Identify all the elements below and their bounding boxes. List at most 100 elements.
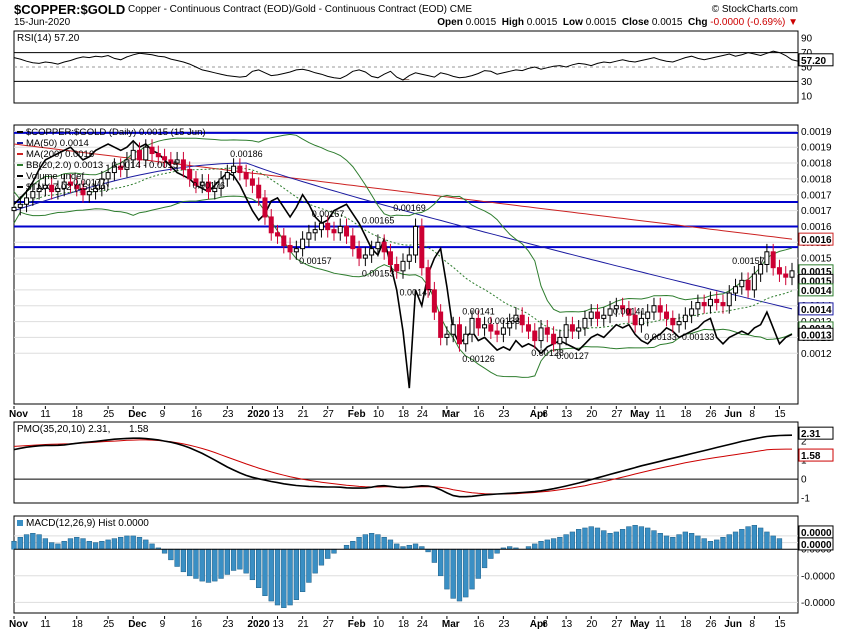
macd-hist-bar	[619, 529, 626, 550]
price-legend-entry: $COPPER:$GOLD (Daily) 0.0015 (15 Jun)	[26, 127, 206, 138]
candle-body	[331, 229, 337, 234]
x-axis-upper-label: 27	[611, 409, 623, 420]
macd-hist-bar	[494, 548, 500, 554]
price-legend-swatch	[17, 131, 23, 133]
macd-hist-bar	[412, 543, 419, 550]
candle-body	[689, 308, 695, 316]
macd-hist-bar	[161, 548, 168, 554]
x-axis-upper-label: 2020	[247, 409, 270, 420]
macd-hist-bar	[726, 534, 732, 550]
pmo-last-value: 2.31	[801, 429, 821, 440]
candle-body	[513, 314, 519, 323]
candle-body	[300, 238, 306, 250]
macd-hist-bar	[281, 548, 287, 608]
candle-body	[237, 165, 243, 174]
candle-body	[438, 311, 444, 338]
candle-body	[582, 317, 588, 329]
candle-body	[569, 324, 575, 332]
candle-body	[99, 178, 105, 189]
rsi-legend: RSI(14) 57.20	[17, 33, 80, 44]
macd-hist-bar	[368, 533, 375, 550]
candle-body	[231, 165, 237, 174]
candle-body	[444, 333, 450, 338]
price-annotation: 0.00147	[400, 288, 433, 298]
candle-body	[638, 317, 644, 326]
macd-hist-bar	[381, 537, 387, 550]
candle-body	[670, 317, 676, 326]
macd-hist-bar	[651, 530, 657, 550]
candle-body	[764, 251, 770, 265]
x-axis-lower-label: 27	[611, 619, 623, 630]
candle-body	[212, 187, 218, 193]
macd-hist-bar	[406, 544, 412, 550]
macd-hist-bar	[488, 548, 494, 559]
candle-body	[162, 156, 168, 161]
price-legend-swatch	[17, 164, 23, 166]
macd-hist-bar	[550, 538, 557, 550]
candle-body	[431, 289, 437, 313]
macd-hist-bar	[701, 538, 707, 550]
candle-body	[356, 248, 362, 259]
rsi-tick-label: 50	[801, 63, 813, 74]
candle-body	[739, 279, 745, 288]
pmo-tick-label: -1	[801, 494, 810, 505]
macd-hist-bar	[230, 548, 237, 571]
x-axis-lower-label: 16	[473, 619, 485, 630]
candle-body	[168, 159, 174, 164]
candle-body	[49, 184, 55, 193]
rsi-oversold-fill	[403, 79, 410, 80]
macd-hist-bar	[86, 540, 92, 550]
price-annotation: 0.00141	[462, 307, 495, 317]
pmo-signal-last-value: 1.58	[801, 451, 821, 462]
macd-hist-bar	[30, 533, 36, 550]
macd-hist-bar	[745, 526, 751, 550]
macd-hist-bar	[312, 548, 318, 574]
macd-hist-bar	[143, 539, 149, 550]
macd-hist-bar	[776, 538, 783, 550]
macd-hist-bar	[105, 539, 111, 550]
candle-body	[86, 191, 92, 196]
macd-hist-bar	[350, 540, 356, 550]
x-axis-lower-label: 13	[561, 619, 573, 630]
price-tick-label: 0.0018	[801, 159, 832, 170]
macd-hist-bar	[645, 527, 651, 550]
macd-hist-bar	[36, 534, 42, 550]
macd-hist-bar	[764, 531, 770, 550]
macd-panel: 0.00000.00000.0000-0.0000-0.00000.00000.…	[11, 515, 835, 614]
macd-hist-bar	[212, 548, 218, 582]
price-annotation: 0.00133	[644, 332, 677, 342]
x-axis-lower-label: Jun	[724, 619, 742, 630]
candle-body	[488, 324, 494, 332]
candle-body	[676, 321, 682, 326]
x-axis-lower-label: 23	[222, 619, 234, 630]
price-tick-label: 0.0016	[801, 222, 832, 233]
candle-body	[783, 273, 789, 278]
macd-hist-bar	[61, 540, 67, 550]
macd-hist-bar	[262, 548, 268, 596]
candle-body	[588, 311, 594, 319]
macd-hist-bar	[707, 540, 714, 550]
price-tick-label: 0.0019	[801, 127, 832, 138]
candle-body	[74, 184, 80, 189]
candle-body	[143, 146, 149, 161]
candle-body	[337, 225, 343, 234]
candle-body	[118, 165, 124, 170]
x-axis-lower-label: 2020	[247, 619, 270, 630]
macd-hist-bar	[11, 540, 17, 550]
x-axis-lower-label: 13	[273, 619, 285, 630]
macd-hist-bar	[387, 539, 394, 550]
x-axis-lower-label: 26	[705, 619, 717, 630]
macd-hist-bar	[17, 537, 23, 550]
candle-body	[450, 324, 456, 335]
x-axis-lower-label: 18	[72, 619, 84, 630]
price-legend-entry: MA(200) 0.0016	[26, 149, 94, 160]
price-tick-label: 0.0017	[801, 206, 832, 217]
rsi-tick-label: 30	[801, 77, 813, 88]
macd-hist-bar	[569, 531, 576, 550]
macd-hist-bar	[331, 548, 337, 554]
x-axis-upper-label: Nov	[9, 409, 28, 420]
price-tag-box	[798, 283, 834, 297]
macd-hist-bar	[607, 533, 613, 550]
